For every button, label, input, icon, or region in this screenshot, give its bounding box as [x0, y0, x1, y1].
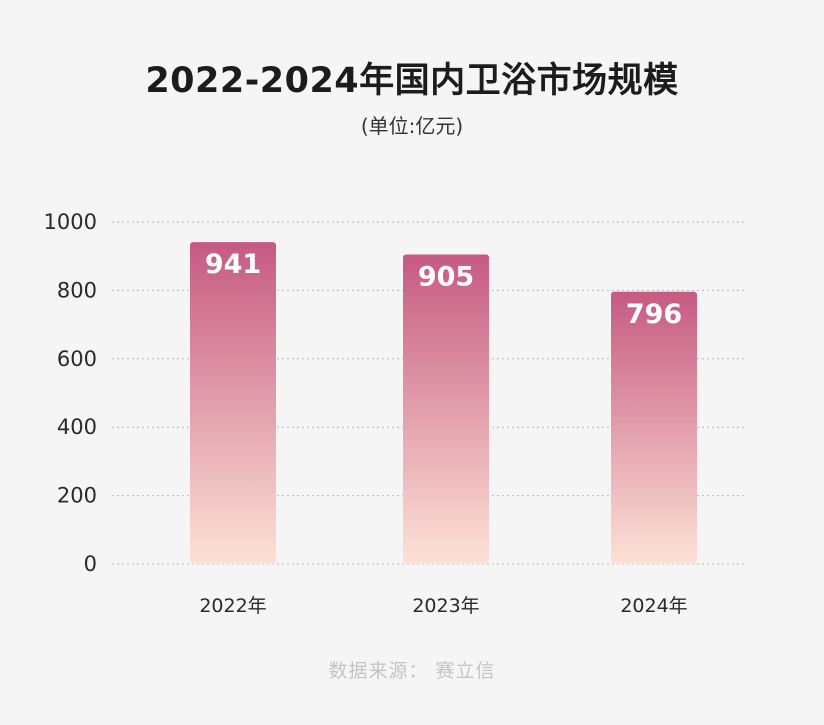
x-tick-label: 2023年	[412, 595, 479, 617]
y-tick-label: 0	[84, 552, 97, 576]
bars	[190, 242, 697, 565]
chart-subtitle: (单位:亿元)	[360, 114, 464, 138]
x-tick-label: 2022年	[199, 595, 266, 617]
y-tick-label: 800	[57, 278, 97, 302]
y-tick-label: 200	[57, 484, 97, 508]
bar-value-label: 941	[205, 249, 261, 280]
y-tick-label: 600	[57, 347, 97, 371]
data-labels: 941 905 796	[205, 249, 682, 330]
y-axis-ticks: 0 200 400 600 800 1000	[44, 210, 97, 576]
x-axis-ticks: 2022年 2023年 2024年	[199, 595, 687, 617]
y-tick-label: 1000	[44, 210, 97, 234]
x-tick-label: 2024年	[620, 595, 687, 617]
bar	[611, 291, 697, 564]
bar-value-label: 796	[626, 299, 682, 330]
bar	[190, 242, 276, 565]
bar-value-label: 905	[418, 261, 474, 292]
y-tick-label: 400	[57, 415, 97, 439]
data-source: 数据来源： 赛立信	[328, 660, 496, 682]
bar	[403, 254, 489, 565]
chart-title: 2022-2024年国内卫浴市场规模	[145, 61, 679, 101]
